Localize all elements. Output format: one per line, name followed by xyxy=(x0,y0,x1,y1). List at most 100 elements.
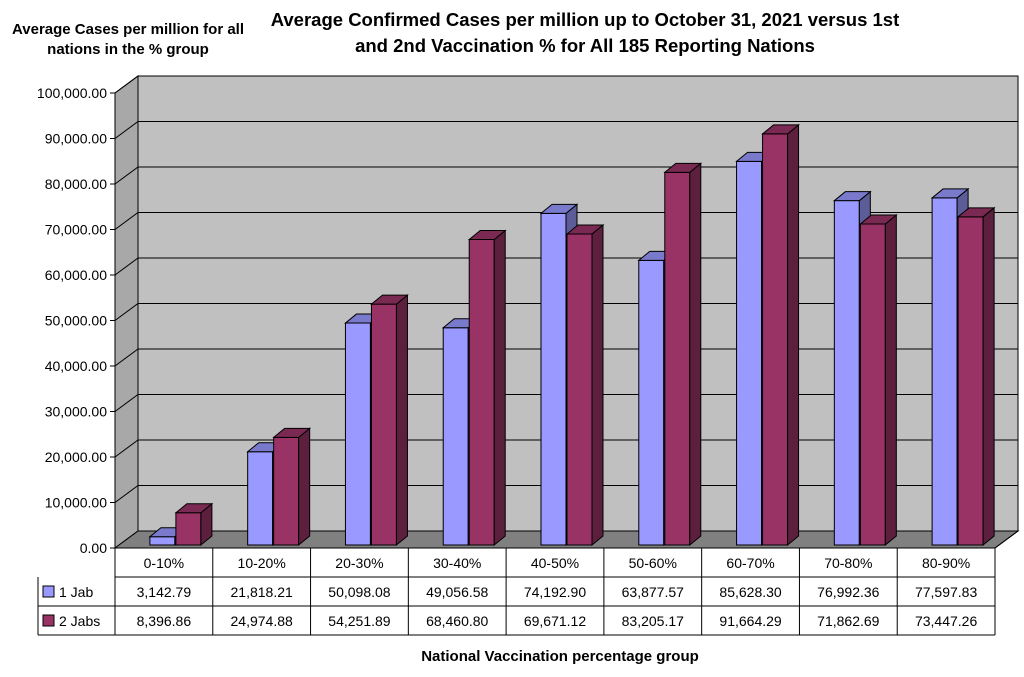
bar-top xyxy=(370,294,409,305)
bar-side xyxy=(395,294,408,547)
category-label: 40-50% xyxy=(531,555,579,571)
data-label: 73,447.26 xyxy=(915,613,977,629)
y-tick-label: 30,000.00 xyxy=(45,404,107,420)
y-tick-label: 70,000.00 xyxy=(45,222,107,238)
bar xyxy=(272,427,312,547)
bar-side xyxy=(787,123,800,547)
bar-front xyxy=(442,327,469,546)
bar-side xyxy=(884,213,897,547)
bar xyxy=(174,502,214,547)
category-label: 0-10% xyxy=(144,555,184,571)
data-label: 21,818.21 xyxy=(231,584,293,600)
data-label: 76,992.36 xyxy=(817,584,879,600)
bar-front xyxy=(957,216,984,546)
data-label: 68,460.80 xyxy=(426,613,488,629)
bar xyxy=(761,123,800,547)
bar-front xyxy=(247,451,274,546)
y-tick-label: 50,000.00 xyxy=(45,313,107,329)
gridline xyxy=(114,212,1018,230)
data-label: 69,671.12 xyxy=(524,613,586,629)
legend-swatch xyxy=(42,585,55,598)
bar-front xyxy=(566,233,593,546)
data-label: 54,251.89 xyxy=(328,613,390,629)
data-label: 8,396.86 xyxy=(137,613,192,629)
category-label: 50-60% xyxy=(629,555,677,571)
gridline xyxy=(114,121,1018,139)
bar xyxy=(858,213,898,547)
y-tick-label: 100,000.00 xyxy=(37,85,107,101)
bar-top xyxy=(858,214,898,225)
data-label: 85,628.30 xyxy=(719,584,781,600)
data-label: 3,142.79 xyxy=(137,584,192,600)
bar-top xyxy=(539,203,579,214)
bar-side xyxy=(591,223,604,547)
x-axis-title: National Vaccination percentage group xyxy=(421,648,699,665)
bar-side xyxy=(689,162,702,547)
category-label: 20-30% xyxy=(335,555,383,571)
y-tick-label: 10,000.00 xyxy=(45,495,107,511)
bar-top xyxy=(467,230,507,241)
bar-front xyxy=(370,303,397,546)
y-tick-label: 80,000.00 xyxy=(45,176,107,192)
bar-top xyxy=(930,188,970,199)
gridline xyxy=(114,348,1018,367)
gridline xyxy=(114,485,1018,503)
bar xyxy=(467,229,507,547)
chart-title: Average Confirmed Cases per million up t… xyxy=(270,9,900,56)
bar xyxy=(370,294,409,547)
bar-top xyxy=(272,427,312,438)
y-axis-title: Average Cases per million for all nation… xyxy=(11,21,245,58)
bar-top xyxy=(832,191,872,202)
y-tick-label: 40,000.00 xyxy=(45,358,107,374)
data-label: 91,664.29 xyxy=(719,613,781,629)
bar xyxy=(565,223,605,547)
bar-front xyxy=(149,536,176,546)
bar-front xyxy=(175,512,202,546)
gridline xyxy=(114,439,1018,458)
bar-front xyxy=(736,160,763,546)
data-label: 77,597.83 xyxy=(915,584,977,600)
bar-front xyxy=(833,200,860,546)
legend-label: 2 Jabs xyxy=(59,613,100,629)
bar-front xyxy=(762,133,789,546)
category-label: 60-70% xyxy=(726,555,774,571)
bar xyxy=(663,162,703,547)
data-label: 63,877.57 xyxy=(622,584,684,600)
bar-top xyxy=(663,162,703,173)
legend-swatch xyxy=(42,614,55,627)
bar xyxy=(956,206,996,547)
legend-label: 1 Jab xyxy=(59,584,93,600)
gridline xyxy=(114,303,1018,321)
bar-front xyxy=(664,171,691,546)
bar-side xyxy=(493,229,506,547)
floor-edge xyxy=(994,530,1019,549)
y-tick-label: 60,000.00 xyxy=(45,267,107,283)
category-label: 70-80% xyxy=(824,555,872,571)
gridline xyxy=(114,75,1018,94)
category-label: 80-90% xyxy=(922,555,970,571)
y-tick-label: 90,000.00 xyxy=(45,131,107,147)
bar-side xyxy=(298,427,311,547)
data-label: 71,862.69 xyxy=(817,613,879,629)
bar-front xyxy=(468,239,495,546)
bar-front xyxy=(344,322,371,546)
data-table: 0-10% 10-20% 20-30% 30-40% 40-50% 50-60% 60-70… xyxy=(37,530,1019,636)
gridline xyxy=(114,394,1018,412)
data-label: 50,098.08 xyxy=(328,584,390,600)
bar-front xyxy=(859,223,886,546)
bar-top xyxy=(956,207,996,218)
bar-front xyxy=(638,259,665,546)
gridline xyxy=(114,166,1018,185)
y-tick-label: 0.00 xyxy=(80,540,107,556)
y-tick-label: 20,000.00 xyxy=(45,449,107,465)
data-label: 83,205.17 xyxy=(622,613,684,629)
data-label: 49,056.58 xyxy=(426,584,488,600)
data-label: 74,192.90 xyxy=(524,584,586,600)
bar-front xyxy=(931,197,958,546)
bar-top xyxy=(761,124,800,135)
data-label: 24,974.88 xyxy=(231,613,293,629)
bar-front xyxy=(540,212,567,546)
category-label: 30-40% xyxy=(433,555,481,571)
category-label: 10-20% xyxy=(238,555,286,571)
bar-front xyxy=(273,436,300,546)
